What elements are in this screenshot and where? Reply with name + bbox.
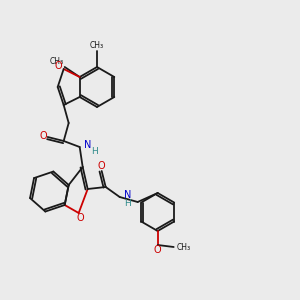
Text: N: N [84, 140, 91, 150]
Text: O: O [154, 245, 161, 255]
Text: CH₃: CH₃ [90, 40, 104, 50]
Text: O: O [40, 131, 47, 141]
Text: H: H [124, 199, 130, 208]
Text: CH₃: CH₃ [177, 242, 191, 251]
Text: N: N [124, 190, 131, 200]
Text: O: O [98, 161, 106, 171]
Text: H: H [91, 146, 98, 155]
Text: CH₃: CH₃ [50, 58, 64, 67]
Text: O: O [77, 213, 85, 223]
Text: O: O [55, 61, 62, 71]
